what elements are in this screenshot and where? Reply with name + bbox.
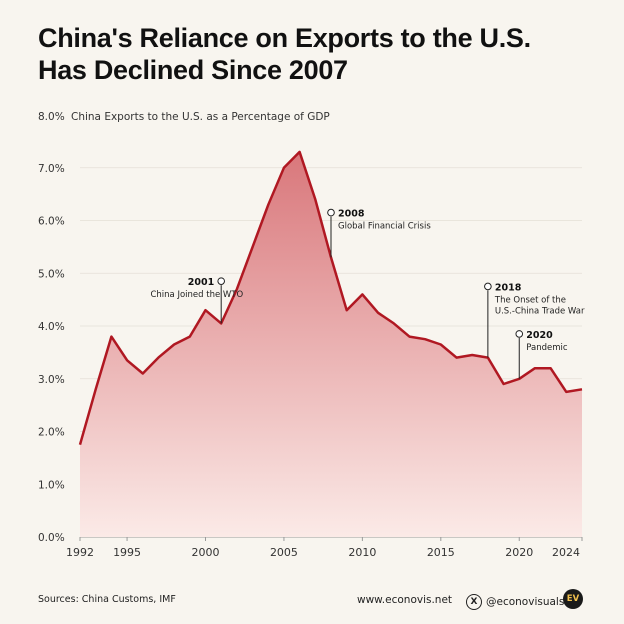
annotation-text: The Onset of the xyxy=(494,295,566,305)
annotation-2001: 2001 China Joined the WTO xyxy=(150,277,243,324)
y-tick-label: 8.0% xyxy=(38,111,65,123)
x-tick-label: 2024 xyxy=(552,546,580,559)
chart-title-line-2: Has Declined Since 2007 xyxy=(38,55,348,85)
annotation-year: 2020 xyxy=(526,330,553,341)
y-tick-label: 0.0% xyxy=(38,532,65,544)
annotation-marker xyxy=(327,208,335,217)
x-tick-label: 2020 xyxy=(505,546,533,559)
y-tick-label: 4.0% xyxy=(38,321,65,333)
y-tick-label: 1.0% xyxy=(38,479,65,491)
y-tick-label: 2.0% xyxy=(38,427,65,439)
x-logo-icon: X xyxy=(466,594,482,610)
y-tick-label: 6.0% xyxy=(38,216,65,228)
website-link[interactable]: www.econovis.net xyxy=(357,594,453,606)
annotation-marker xyxy=(515,330,524,338)
x-axis-ticks: 1992 1995 2000 2005 2010 2015 2020 2024 xyxy=(66,537,583,559)
y-axis-ticks: 0.0% 1.0% 2.0% 3.0% 4.0% 5.0% 6.0% 7.0% 8.0% xyxy=(38,111,65,544)
x-tick-label: 2005 xyxy=(270,546,298,559)
annotation-2020: 2020 Pandemic xyxy=(515,330,568,379)
annotation-year: 2001 xyxy=(188,277,214,288)
annotation-year: 2018 xyxy=(495,282,522,293)
chart-title: China's Reliance on Exports to the U.S. … xyxy=(38,22,598,86)
area-fill xyxy=(80,151,582,537)
x-tick-label: 2015 xyxy=(427,546,455,559)
annotation-year: 2008 xyxy=(338,209,365,220)
y-axis-label: China Exports to the U.S. as a Percentag… xyxy=(71,111,330,123)
x-tick-label: 1992 xyxy=(66,546,94,559)
chart-title-line-1: China's Reliance on Exports to the U.S. xyxy=(38,23,531,53)
annotations: 2001 China Joined the WTO 2008 Global Finan… xyxy=(150,209,585,379)
y-tick-label: 7.0% xyxy=(38,163,65,175)
x-tick-label: 1995 xyxy=(113,546,141,559)
annotation-2008: 2008 Global Financial Crisis xyxy=(327,208,431,258)
annotation-text: China Joined the WTO xyxy=(150,290,243,300)
sources-note: Sources: China Customs, IMF xyxy=(38,594,176,605)
social-handle[interactable]: X @econovisuals xyxy=(466,594,564,610)
x-tick-label: 2000 xyxy=(192,546,220,559)
annotation-text: U.S.-China Trade War xyxy=(495,306,585,316)
annotation-marker xyxy=(484,282,492,291)
y-tick-label: 3.0% xyxy=(38,374,65,386)
annotation-text: Pandemic xyxy=(526,343,568,353)
econovis-logo: EV xyxy=(563,589,583,609)
x-tick-label: 2010 xyxy=(348,546,376,559)
social-handle-text: @econovisuals xyxy=(486,596,565,608)
annotation-text: Global Financial Crisis xyxy=(338,222,431,232)
annotation-marker xyxy=(217,277,225,285)
y-tick-label: 5.0% xyxy=(38,268,65,280)
